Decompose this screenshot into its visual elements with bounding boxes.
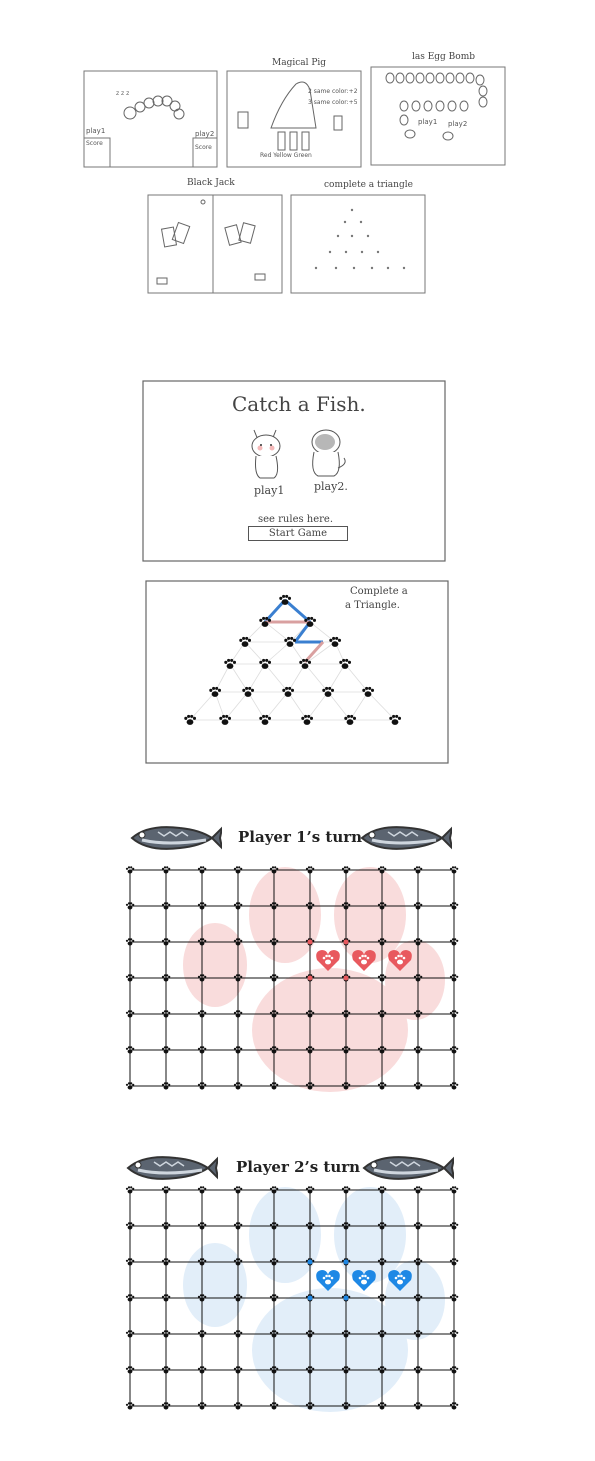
turn-title: Player 1’s turn (238, 828, 363, 846)
cat-icon (251, 429, 281, 479)
egg-bomb-p1: play1 (418, 118, 438, 126)
selected-node[interactable] (343, 1259, 349, 1265)
black-jack-title: Black Jack (187, 178, 235, 188)
triangle-sketch-title: complete a triangle (324, 180, 413, 190)
sketch-egg-bomb: las Egg Bomb play1 play2 (370, 52, 506, 166)
selected-node[interactable] (343, 939, 349, 945)
start-screen-frame (142, 380, 446, 562)
catch-fish-start-screen: Catch a Fish. play1 play2. see rules her… (142, 380, 446, 562)
heart-paw-icon[interactable] (352, 1270, 376, 1291)
player2-board: Player 2’s turn (120, 1148, 460, 1423)
sketch-magical-pig: Magical Pig 2 same color:+2 3 same color… (226, 58, 362, 168)
magical-pig-title: Magical Pig (272, 58, 327, 68)
egg-bomb-title: las Egg Bomb (412, 52, 476, 62)
triangle-sketch-dots (290, 194, 426, 294)
cat-icon (311, 429, 346, 477)
snake-p2-label: play2 (195, 130, 215, 138)
start-player2-label: play2. (314, 480, 348, 493)
selected-node[interactable] (343, 1295, 349, 1301)
sketch-complete-triangle: complete a triangle (290, 180, 428, 296)
triangle-title-line2: a Triangle. (345, 600, 400, 611)
start-player1-label: play1 (254, 484, 285, 497)
selected-node[interactable] (307, 975, 313, 981)
player1-board: Player 1’s turn (120, 818, 460, 1093)
fish-icon (360, 1150, 454, 1186)
fish-icon (358, 820, 452, 856)
selected-node[interactable] (343, 975, 349, 981)
see-rules-link[interactable]: see rules here. (258, 514, 334, 525)
magical-pig-rule2: 3 same color:+5 (308, 99, 358, 106)
magical-pig-colors: Red Yellow Green (260, 152, 312, 159)
triangle-title-line1: Complete a (350, 586, 408, 597)
heart-paw-icon[interactable] (388, 950, 412, 971)
heart-paw-icon[interactable] (316, 950, 340, 971)
fish-icon (124, 1150, 218, 1186)
magical-pig-rule1: 2 same color:+2 (308, 88, 358, 95)
snake-sketch-drawing: z z z (83, 70, 218, 168)
fish-icon (128, 820, 222, 856)
black-jack-drawing (147, 194, 283, 294)
heart-paw-icon[interactable] (316, 1270, 340, 1291)
egg-bomb-p2: play2 (448, 120, 468, 128)
turn-title: Player 2’s turn (236, 1158, 361, 1176)
catch-fish-title: Catch a Fish. (232, 392, 366, 416)
start-game-button[interactable]: Start Game (248, 526, 348, 541)
snake-p1-label: play1 (86, 127, 106, 135)
triangle-game-sketch: Complete a a Triangle. (145, 580, 449, 764)
game-grid[interactable] (120, 864, 460, 1094)
egg-bomb-drawing (370, 66, 506, 166)
snake-p2-score: Score (195, 144, 212, 151)
magical-pig-drawing (226, 70, 362, 168)
heart-paw-icon[interactable] (352, 950, 376, 971)
svg-text:z z z: z z z (116, 90, 129, 97)
heart-paw-icon[interactable] (388, 1270, 412, 1291)
paw-background-icon (183, 867, 445, 1092)
selected-node[interactable] (307, 939, 313, 945)
selected-node[interactable] (307, 1295, 313, 1301)
paw-background-icon (183, 1187, 445, 1412)
sketch-black-jack: Black Jack (147, 178, 283, 296)
selected-node[interactable] (307, 1259, 313, 1265)
game-grid[interactable] (120, 1184, 460, 1414)
triangle-game-frame (145, 580, 449, 764)
sketch-snake-game: z z z play1 Score play2 Score (83, 70, 218, 168)
triangle-paw-grid (184, 594, 402, 725)
snake-p1-score: Score (86, 140, 103, 147)
